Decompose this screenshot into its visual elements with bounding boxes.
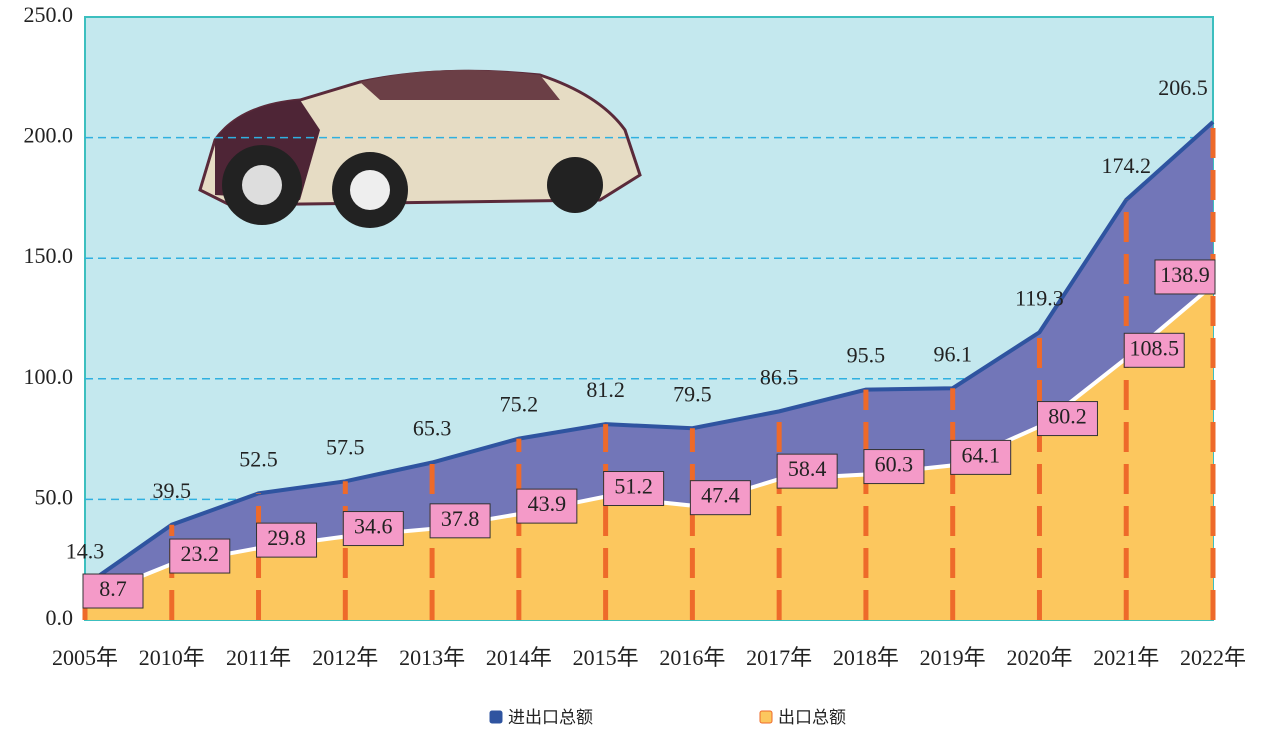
export-label: 51.2 — [614, 474, 653, 499]
export-label-group: 43.9 — [517, 489, 577, 523]
export-label: 138.9 — [1160, 262, 1210, 287]
y-tick-label: 100.0 — [24, 364, 74, 389]
total-label: 75.2 — [500, 392, 539, 417]
total-label: 81.2 — [586, 377, 625, 402]
export-label: 23.2 — [181, 541, 220, 566]
x-tick-label: 2011年 — [226, 645, 291, 670]
total-label: 52.5 — [239, 446, 278, 471]
export-label: 80.2 — [1048, 404, 1087, 429]
export-label-group: 138.9 — [1155, 260, 1215, 294]
legend-label: 进出口总额 — [508, 708, 593, 728]
export-label: 34.6 — [354, 514, 393, 539]
export-label-group: 47.4 — [690, 481, 750, 515]
export-label-group: 37.8 — [430, 504, 490, 538]
total-label: 39.5 — [153, 478, 192, 503]
export-label-group: 60.3 — [864, 450, 924, 484]
legend-label: 出口总额 — [778, 708, 846, 728]
export-label-group: 64.1 — [951, 440, 1011, 474]
x-tick-label: 2018年 — [833, 645, 899, 670]
y-tick-label: 200.0 — [24, 123, 74, 148]
x-tick-label: 2020年 — [1006, 645, 1072, 670]
export-label-group: 34.6 — [343, 512, 403, 546]
export-label: 58.4 — [788, 456, 827, 481]
x-tick-label: 2012年 — [312, 645, 378, 670]
legend-swatch — [490, 711, 502, 723]
total-label: 206.5 — [1158, 75, 1208, 100]
export-label: 43.9 — [528, 491, 567, 516]
x-tick-label: 2019年 — [920, 645, 986, 670]
x-tick-label: 2015年 — [573, 645, 639, 670]
export-label-group: 23.2 — [170, 539, 230, 573]
total-label: 119.3 — [1015, 285, 1064, 310]
export-label-group: 51.2 — [604, 472, 664, 506]
export-label: 64.1 — [961, 442, 1000, 467]
export-label: 47.4 — [701, 483, 740, 508]
y-tick-label: 150.0 — [24, 243, 74, 268]
x-tick-label: 2021年 — [1093, 645, 1159, 670]
export-label: 29.8 — [267, 525, 306, 550]
y-tick-label: 250.0 — [24, 2, 74, 27]
total-label: 79.5 — [673, 381, 712, 406]
x-tick-label: 2013年 — [399, 645, 465, 670]
x-tick-label: 2010年 — [139, 645, 205, 670]
export-label: 60.3 — [875, 452, 914, 477]
total-label: 96.1 — [933, 341, 972, 366]
total-label: 57.5 — [326, 434, 365, 459]
export-label: 8.7 — [99, 576, 127, 601]
total-label: 86.5 — [760, 364, 799, 389]
x-tick-label: 2017年 — [746, 645, 812, 670]
x-tick-label: 2022年 — [1180, 645, 1246, 670]
legend-swatch — [760, 711, 772, 723]
export-label-group: 108.5 — [1124, 333, 1184, 367]
export-label: 108.5 — [1129, 335, 1179, 360]
total-label: 14.3 — [66, 539, 105, 564]
y-tick-label: 0.0 — [46, 605, 74, 630]
export-label-group: 8.7 — [83, 574, 143, 608]
y-tick-label: 50.0 — [35, 484, 74, 509]
x-tick-label: 2005年 — [52, 645, 118, 670]
export-label: 37.8 — [441, 506, 480, 531]
total-label: 174.2 — [1101, 153, 1151, 178]
export-label-group: 58.4 — [777, 454, 837, 488]
total-label: 95.5 — [847, 343, 886, 368]
export-label-group: 29.8 — [257, 523, 317, 557]
chart: 0.0 50.0 100.0 150.0 200.0 250.0 14.3 39.5 52.5 5… — [0, 0, 1264, 732]
x-tick-label: 2016年 — [659, 645, 725, 670]
total-label: 65.3 — [413, 416, 452, 441]
x-tick-label: 2014年 — [486, 645, 552, 670]
export-label-group: 80.2 — [1037, 402, 1097, 436]
